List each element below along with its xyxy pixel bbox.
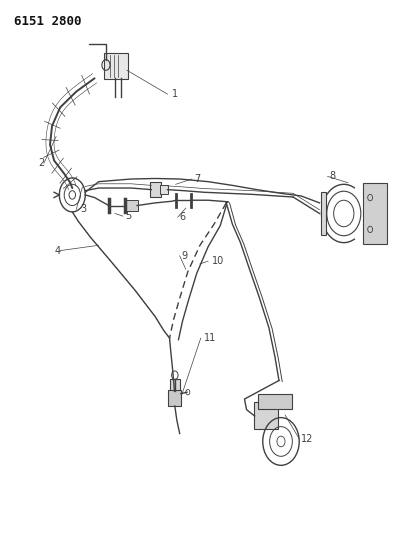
- Text: 2: 2: [38, 158, 44, 168]
- Text: 4: 4: [54, 246, 60, 256]
- FancyBboxPatch shape: [160, 185, 168, 195]
- Text: 1: 1: [172, 89, 178, 99]
- FancyBboxPatch shape: [104, 53, 128, 79]
- Text: 7: 7: [194, 174, 200, 184]
- FancyBboxPatch shape: [124, 200, 137, 212]
- Text: 6: 6: [180, 212, 186, 222]
- FancyBboxPatch shape: [170, 379, 180, 392]
- FancyBboxPatch shape: [254, 402, 278, 429]
- Text: 6151 2800: 6151 2800: [13, 14, 81, 28]
- FancyBboxPatch shape: [321, 192, 326, 235]
- Text: 12: 12: [301, 434, 314, 444]
- Text: 5: 5: [125, 211, 131, 221]
- FancyBboxPatch shape: [169, 390, 181, 407]
- Text: 9: 9: [182, 251, 188, 261]
- FancyBboxPatch shape: [150, 182, 161, 197]
- Text: 11: 11: [204, 333, 216, 343]
- Text: 10: 10: [212, 256, 224, 266]
- FancyBboxPatch shape: [258, 394, 292, 409]
- Text: 8: 8: [330, 172, 336, 181]
- Text: 3: 3: [80, 204, 86, 214]
- FancyBboxPatch shape: [363, 183, 387, 244]
